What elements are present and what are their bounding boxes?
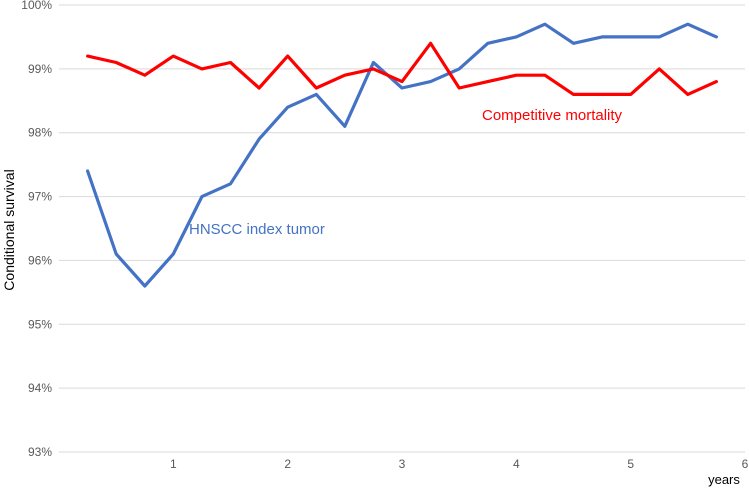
y-tick-label: 97% — [28, 190, 52, 204]
y-axis-ticks: 93% 94% 95% 96% 97% 98% 99% 100% — [21, 0, 52, 459]
y-tick-label: 95% — [28, 317, 52, 331]
y-tick-label: 94% — [28, 381, 52, 395]
y-tick-label: 99% — [28, 62, 52, 76]
x-tick-label: 3 — [399, 457, 406, 471]
y-tick-label: 93% — [28, 445, 52, 459]
x-axis-ticks: 1 2 3 4 5 6 — [170, 457, 749, 471]
series-line-0 — [85, 22, 719, 288]
x-axis-title: years — [708, 472, 740, 487]
series-line-1 — [85, 41, 719, 97]
y-tick-label: 98% — [28, 126, 52, 140]
x-tick-label: 5 — [627, 457, 634, 471]
x-tick-label: 6 — [742, 457, 749, 471]
y-axis-title: Conditional survival — [1, 169, 17, 290]
series-label-hnscc: HNSCC index tumor — [189, 221, 325, 238]
y-tick-label: 96% — [28, 253, 52, 267]
series-lines — [85, 22, 719, 288]
x-tick-label: 1 — [170, 457, 177, 471]
gridlines — [59, 4, 745, 453]
series-label-competitive-mortality: Competitive mortality — [482, 107, 623, 124]
x-tick-label: 4 — [513, 457, 520, 471]
y-tick-label: 100% — [21, 0, 52, 12]
x-tick-label: 2 — [284, 457, 291, 471]
